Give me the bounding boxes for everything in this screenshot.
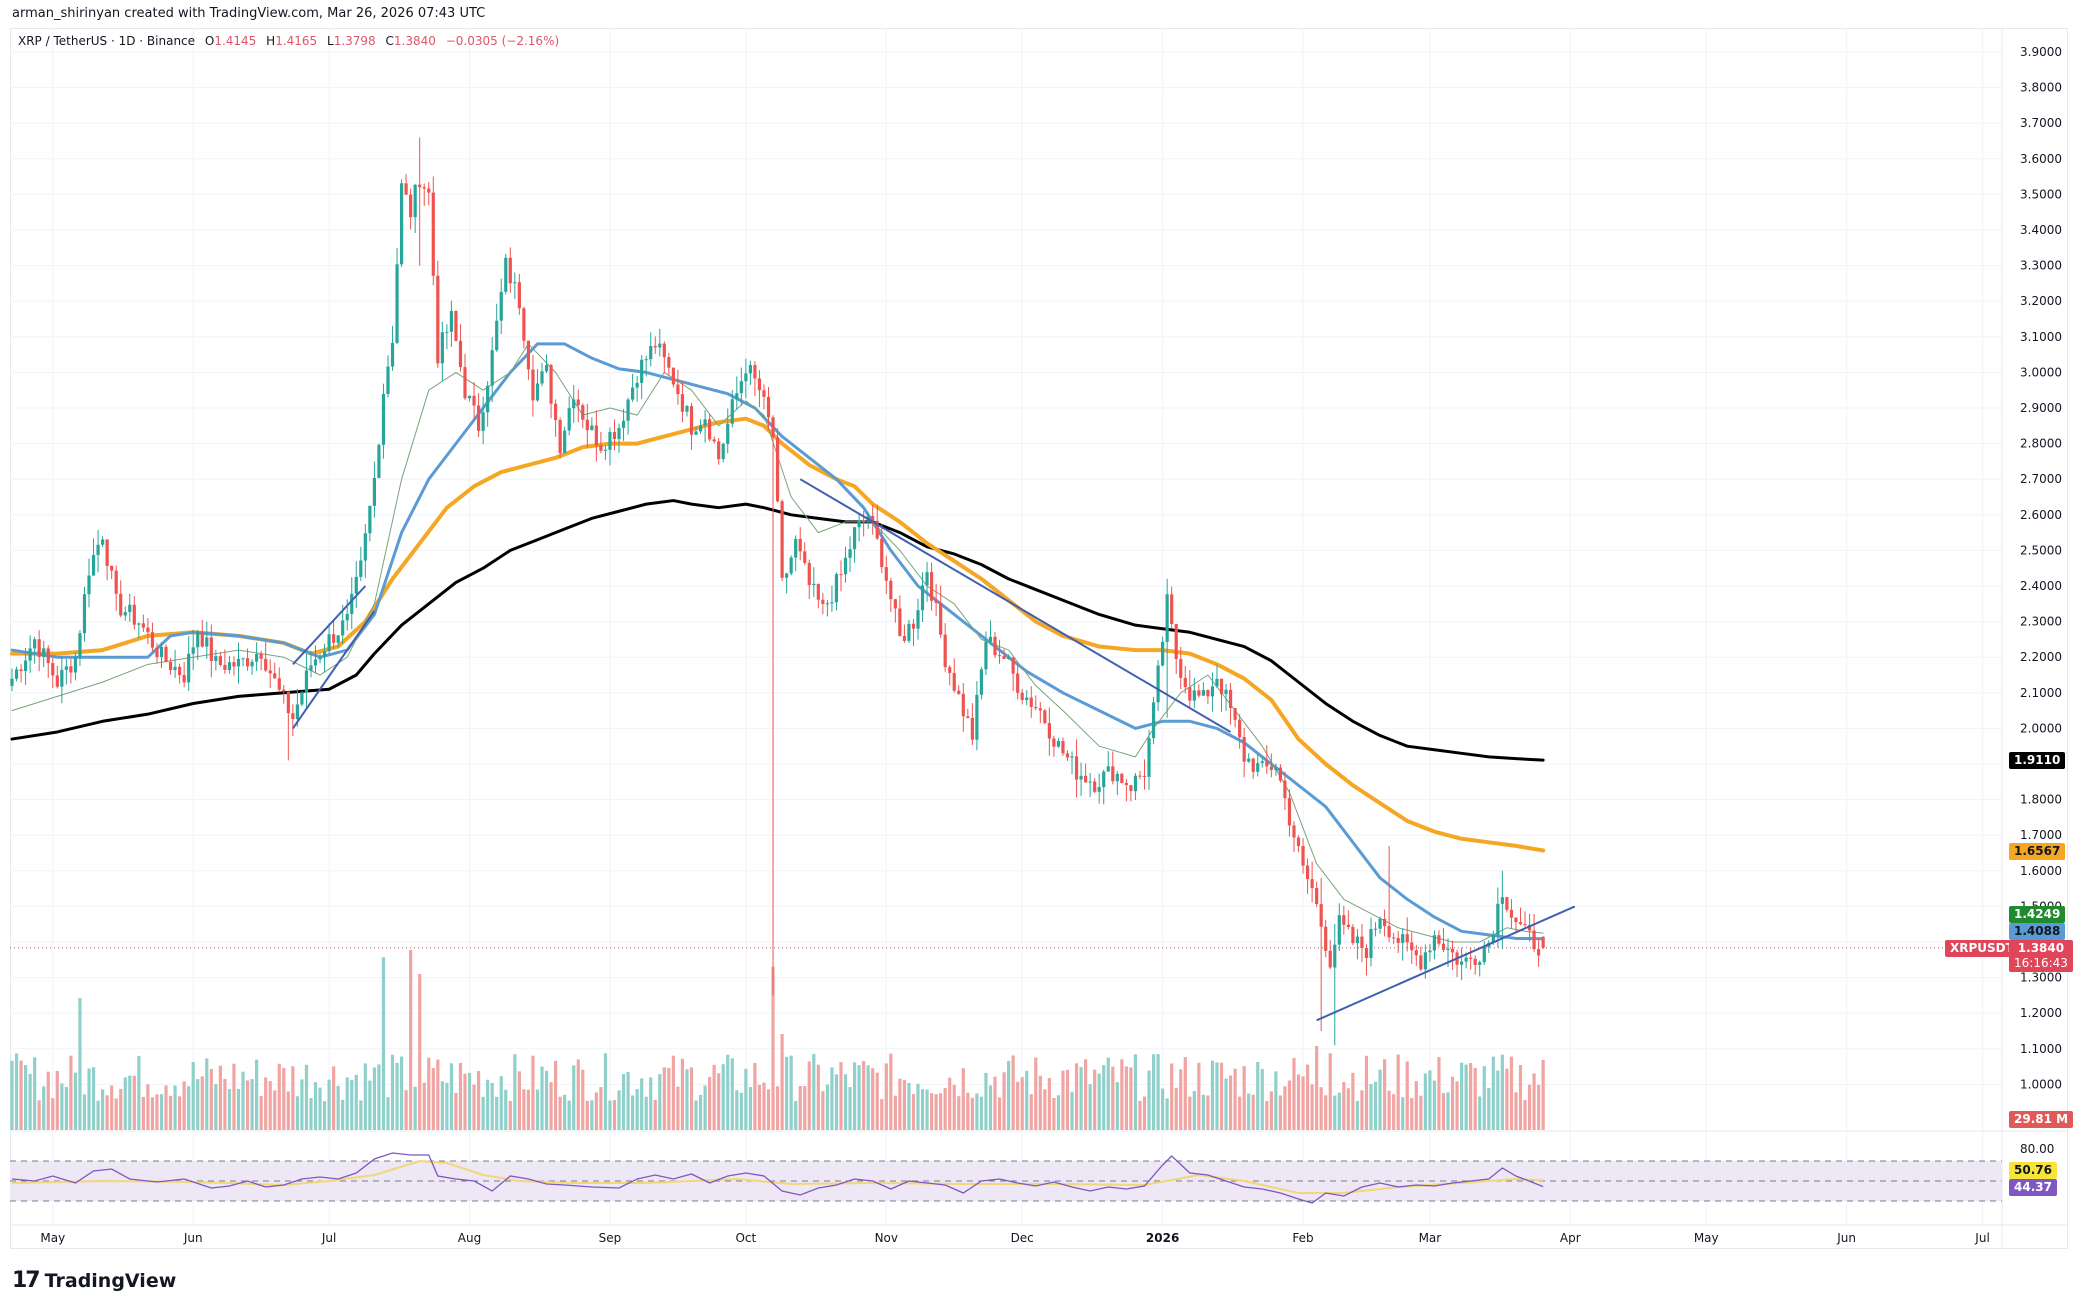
price-tick: 2.9000 (2020, 401, 2062, 415)
price-tick: 3.8000 (2020, 81, 2062, 95)
price-tick: 1.7000 (2020, 828, 2062, 842)
ma-orange-value-tag: 1.6567 (2009, 843, 2066, 860)
price-tick: 1.8000 (2020, 793, 2062, 807)
price-tick: 3.6000 (2020, 152, 2062, 166)
rsi-pane (10, 1152, 2002, 1204)
ascending-support-line (1316, 905, 1576, 1022)
price-tick: 3.1000 (2020, 330, 2062, 344)
price-tick: 3.2000 (2020, 294, 2062, 308)
ma-200-value-tag: 1.9110 (2009, 752, 2066, 769)
price-tick: 2.3000 (2020, 615, 2062, 629)
ma-fast-value-tag: 1.4249 (2009, 906, 2066, 923)
price-tick: 2.1000 (2020, 686, 2062, 700)
time-tick: Sep (599, 1231, 622, 1245)
open-value: 1.4145 (214, 34, 257, 48)
time-tick: Mar (1419, 1231, 1442, 1245)
rsi-ma-line (11, 1159, 1544, 1194)
rsi-tick: 80.00 (2020, 1142, 2054, 1156)
rsi-line (11, 1152, 1544, 1204)
tradingview-logo[interactable]: 17 TradingView (12, 1268, 176, 1293)
trendlines[interactable] (292, 478, 1576, 1022)
grid (10, 28, 2002, 1225)
close-value: 1.3840 (393, 34, 436, 48)
price-tick: 2.6000 (2020, 508, 2062, 522)
time-tick: Jul (321, 1231, 336, 1245)
change-value: −0.0305 (−2.16%) (445, 34, 560, 48)
price-tick: 2.5000 (2020, 543, 2062, 557)
tradingview-logo-text: TradingView (44, 1269, 177, 1292)
tradingview-logo-icon: 17 (12, 1268, 41, 1293)
ma-line (11, 343, 1544, 943)
rsi-value-tag: 44.37 (2009, 1179, 2057, 1196)
time-tick: Feb (1292, 1231, 1313, 1245)
open-label: O (204, 34, 215, 48)
low-label: L (327, 34, 334, 48)
high-value: 1.4165 (275, 34, 318, 48)
chart-credit: arman_shirinyan created with TradingView… (12, 6, 486, 21)
time-tick: Oct (735, 1231, 756, 1245)
price-tick: 2.4000 (2020, 579, 2062, 593)
time-tick: Jun (1836, 1231, 1856, 1245)
time-tick: Dec (1011, 1231, 1034, 1245)
ma-line (10, 499, 1545, 762)
bar-countdown: 16:16:43 (2014, 956, 2068, 970)
time-tick: Jul (1974, 1231, 1989, 1245)
ma-line (10, 416, 1546, 853)
last-price-tag: 1.3840 16:16:43 (2009, 940, 2073, 972)
price-tick: 2.8000 (2020, 437, 2062, 451)
price-tick: 1.0000 (2020, 1077, 2062, 1091)
price-tick: 1.1000 (2020, 1042, 2062, 1056)
price-tick: 3.5000 (2020, 187, 2062, 201)
time-tick: Aug (458, 1231, 481, 1245)
rsi-ma-value-tag: 50.76 (2009, 1162, 2057, 1179)
time-tick: May (40, 1231, 65, 1245)
price-tick: 3.7000 (2020, 116, 2062, 130)
price-tick: 1.2000 (2020, 1006, 2062, 1020)
chart-frame (10, 28, 2068, 1249)
ma-mid-value-tag: 1.4088 (2009, 923, 2066, 940)
last-price-symbol-tag: XRPUSDT (1945, 940, 2019, 957)
price-tick: 3.9000 (2020, 45, 2062, 59)
price-tick: 2.0000 (2020, 721, 2062, 735)
close-label: C (385, 34, 394, 48)
volume-bars (10, 950, 1545, 1130)
price-tick: 2.7000 (2020, 472, 2062, 486)
price-tick: 1.3000 (2020, 971, 2062, 985)
price-tick: 1.6000 (2020, 864, 2062, 878)
symbol-title[interactable]: XRP / TetherUS · 1D · Binance (18, 34, 196, 48)
descending-trendline (799, 478, 1232, 733)
ma-line (10, 342, 1545, 941)
volume-value-tag: 29.81 M (2009, 1111, 2074, 1128)
price-tick: 3.3000 (2020, 259, 2062, 273)
price-tick: 3.4000 (2020, 223, 2062, 237)
rising-channel-lower (292, 610, 376, 729)
candles (10, 137, 1545, 1046)
time-tick: Nov (875, 1231, 898, 1245)
price-tick: 2.2000 (2020, 650, 2062, 664)
rising-channel-upper (292, 585, 367, 665)
symbol-legend: XRP / TetherUS · 1D · Binance O1.4145 H1… (18, 34, 559, 48)
low-value: 1.3798 (333, 34, 376, 48)
last-price-value: 1.3840 (2017, 941, 2065, 955)
time-tick: 2026 (1146, 1231, 1179, 1245)
price-tick: 3.0000 (2020, 365, 2062, 379)
high-label: H (266, 34, 276, 48)
time-tick: May (1694, 1231, 1719, 1245)
time-tick: Jun (183, 1231, 203, 1245)
time-tick: Apr (1560, 1231, 1581, 1245)
moving-averages (10, 342, 1546, 943)
